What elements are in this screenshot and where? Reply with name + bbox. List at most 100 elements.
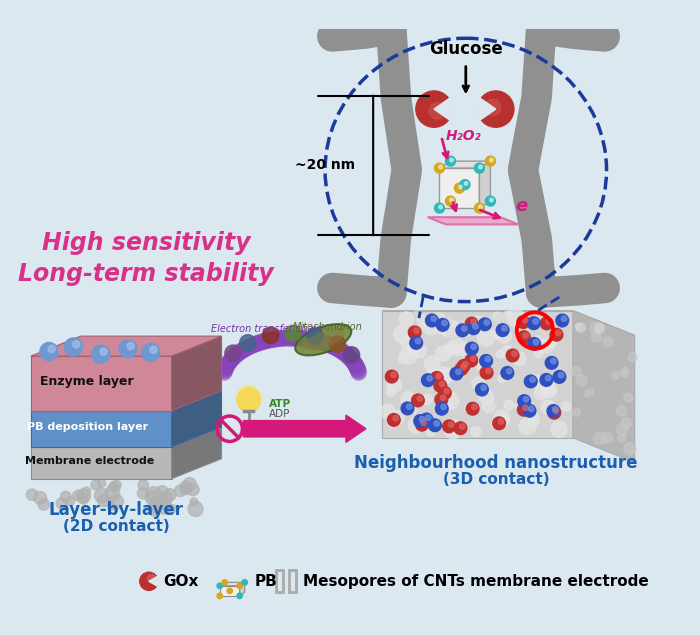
Circle shape	[590, 322, 602, 334]
Circle shape	[486, 368, 491, 373]
Circle shape	[440, 381, 444, 387]
Circle shape	[472, 404, 477, 410]
Circle shape	[479, 165, 482, 169]
Circle shape	[527, 317, 540, 330]
Circle shape	[439, 396, 453, 410]
Text: ADP: ADP	[269, 409, 290, 419]
Circle shape	[547, 404, 560, 417]
Circle shape	[576, 375, 587, 386]
Circle shape	[105, 486, 120, 500]
Circle shape	[445, 156, 456, 166]
Polygon shape	[382, 311, 573, 438]
Circle shape	[329, 336, 346, 352]
Circle shape	[421, 374, 434, 387]
Circle shape	[414, 345, 426, 358]
Circle shape	[386, 370, 398, 383]
Circle shape	[547, 339, 556, 348]
Circle shape	[458, 185, 462, 189]
Circle shape	[157, 501, 170, 514]
Circle shape	[517, 316, 530, 328]
Circle shape	[532, 413, 539, 420]
Circle shape	[428, 319, 438, 328]
Circle shape	[500, 345, 514, 359]
Circle shape	[517, 403, 530, 416]
Wedge shape	[149, 577, 159, 586]
Circle shape	[603, 337, 613, 347]
Circle shape	[435, 318, 443, 327]
Circle shape	[414, 328, 419, 333]
Circle shape	[533, 323, 539, 329]
Circle shape	[482, 400, 495, 413]
Circle shape	[430, 371, 443, 384]
Text: Electron transfer chain: Electron transfer chain	[211, 324, 323, 334]
Circle shape	[435, 366, 452, 384]
Circle shape	[629, 352, 638, 362]
Circle shape	[156, 486, 168, 498]
Circle shape	[471, 344, 476, 349]
Circle shape	[502, 326, 507, 331]
Circle shape	[455, 363, 468, 375]
Circle shape	[237, 388, 260, 411]
Circle shape	[523, 404, 536, 417]
Circle shape	[465, 354, 477, 367]
Circle shape	[108, 482, 119, 492]
Circle shape	[92, 345, 110, 363]
Circle shape	[148, 498, 162, 512]
Circle shape	[400, 392, 416, 407]
Circle shape	[551, 358, 556, 364]
Circle shape	[162, 498, 171, 507]
Circle shape	[399, 354, 409, 364]
Circle shape	[164, 505, 172, 512]
Circle shape	[480, 390, 494, 404]
Polygon shape	[239, 582, 245, 596]
Circle shape	[431, 316, 436, 321]
Text: Glucose: Glucose	[429, 40, 503, 58]
Circle shape	[438, 369, 453, 384]
Circle shape	[493, 312, 501, 321]
Text: e: e	[515, 197, 527, 215]
Circle shape	[439, 165, 442, 169]
Circle shape	[442, 420, 456, 432]
Circle shape	[441, 404, 447, 410]
Circle shape	[541, 382, 556, 398]
Circle shape	[391, 372, 396, 377]
Circle shape	[543, 328, 552, 338]
Polygon shape	[480, 161, 491, 208]
Circle shape	[491, 420, 500, 428]
Circle shape	[38, 499, 50, 510]
Circle shape	[438, 387, 452, 399]
Circle shape	[496, 326, 501, 331]
Circle shape	[592, 332, 601, 342]
Text: High sensitivity: High sensitivity	[42, 231, 251, 255]
Circle shape	[461, 364, 466, 370]
Circle shape	[237, 583, 242, 589]
Circle shape	[506, 349, 519, 362]
Circle shape	[539, 338, 554, 353]
Circle shape	[416, 418, 428, 431]
Circle shape	[490, 198, 493, 202]
Circle shape	[523, 333, 528, 338]
Circle shape	[150, 346, 157, 353]
Circle shape	[429, 103, 445, 119]
Circle shape	[576, 323, 585, 332]
Circle shape	[449, 198, 454, 202]
Circle shape	[420, 413, 433, 426]
Circle shape	[94, 488, 108, 502]
Circle shape	[448, 422, 454, 427]
Circle shape	[444, 321, 460, 337]
Polygon shape	[31, 427, 221, 447]
Circle shape	[616, 406, 626, 416]
Circle shape	[461, 323, 473, 336]
Circle shape	[484, 320, 489, 325]
Circle shape	[473, 316, 483, 326]
Polygon shape	[172, 391, 221, 447]
Circle shape	[417, 396, 428, 406]
Circle shape	[512, 351, 517, 356]
Text: (3D contact): (3D contact)	[443, 472, 550, 487]
Circle shape	[621, 418, 631, 429]
Circle shape	[408, 326, 421, 339]
Circle shape	[34, 491, 47, 504]
Circle shape	[523, 405, 528, 411]
Text: PB: PB	[255, 574, 278, 589]
Text: Mitochondrion: Mitochondrion	[293, 322, 363, 332]
